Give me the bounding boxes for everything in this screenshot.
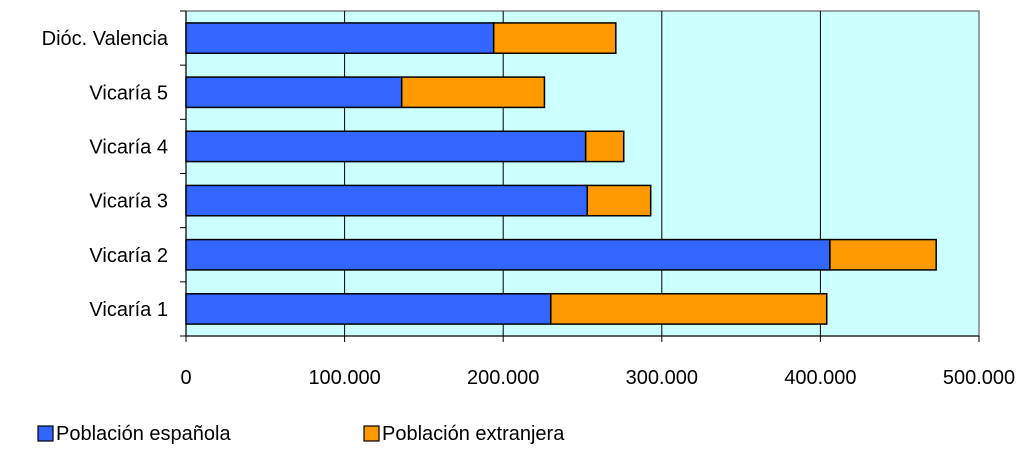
bar-segment [185,22,495,54]
x-tick-label: 400.000 [784,367,856,389]
bar-segment [829,238,937,271]
category-label: Vicaría 4 [89,136,168,158]
bars [185,22,937,325]
legend: Población española Población extranjera [37,423,565,445]
bar-segment [185,293,552,325]
bar-segment [586,184,652,217]
bar-segment [492,22,617,54]
legend-swatch [37,425,54,442]
x-tick-label: 100.000 [308,367,380,389]
category-label: Dióc. Valencia [42,28,169,50]
x-tick-label: 300.000 [626,367,698,389]
x-tick-label: 200.000 [467,367,539,389]
axes [180,10,980,342]
legend-label: Población española [56,423,231,445]
x-tick-label: 500.000 [943,367,1015,389]
x-tick-label: 0 [180,367,191,389]
bar-segment [185,184,589,217]
labels: 0 100.000 200.000 300.000 400.000 500.000 Dióc… [42,28,1016,389]
bar-segment [185,238,831,271]
bar-segment [185,76,403,109]
plot-area [185,10,980,337]
bar-segment [550,293,828,325]
legend-label: Población extranjera [382,423,565,445]
bar-segment [400,76,546,109]
category-label: Vicaría 2 [89,245,168,267]
bar-segment [185,130,587,163]
legend-swatch [363,425,380,442]
gridlines [344,11,821,336]
category-label: Vicaría 1 [89,299,168,321]
bar-segment [584,130,625,163]
category-label: Vicaría 3 [89,191,168,213]
category-label: Vicaría 5 [89,82,168,104]
